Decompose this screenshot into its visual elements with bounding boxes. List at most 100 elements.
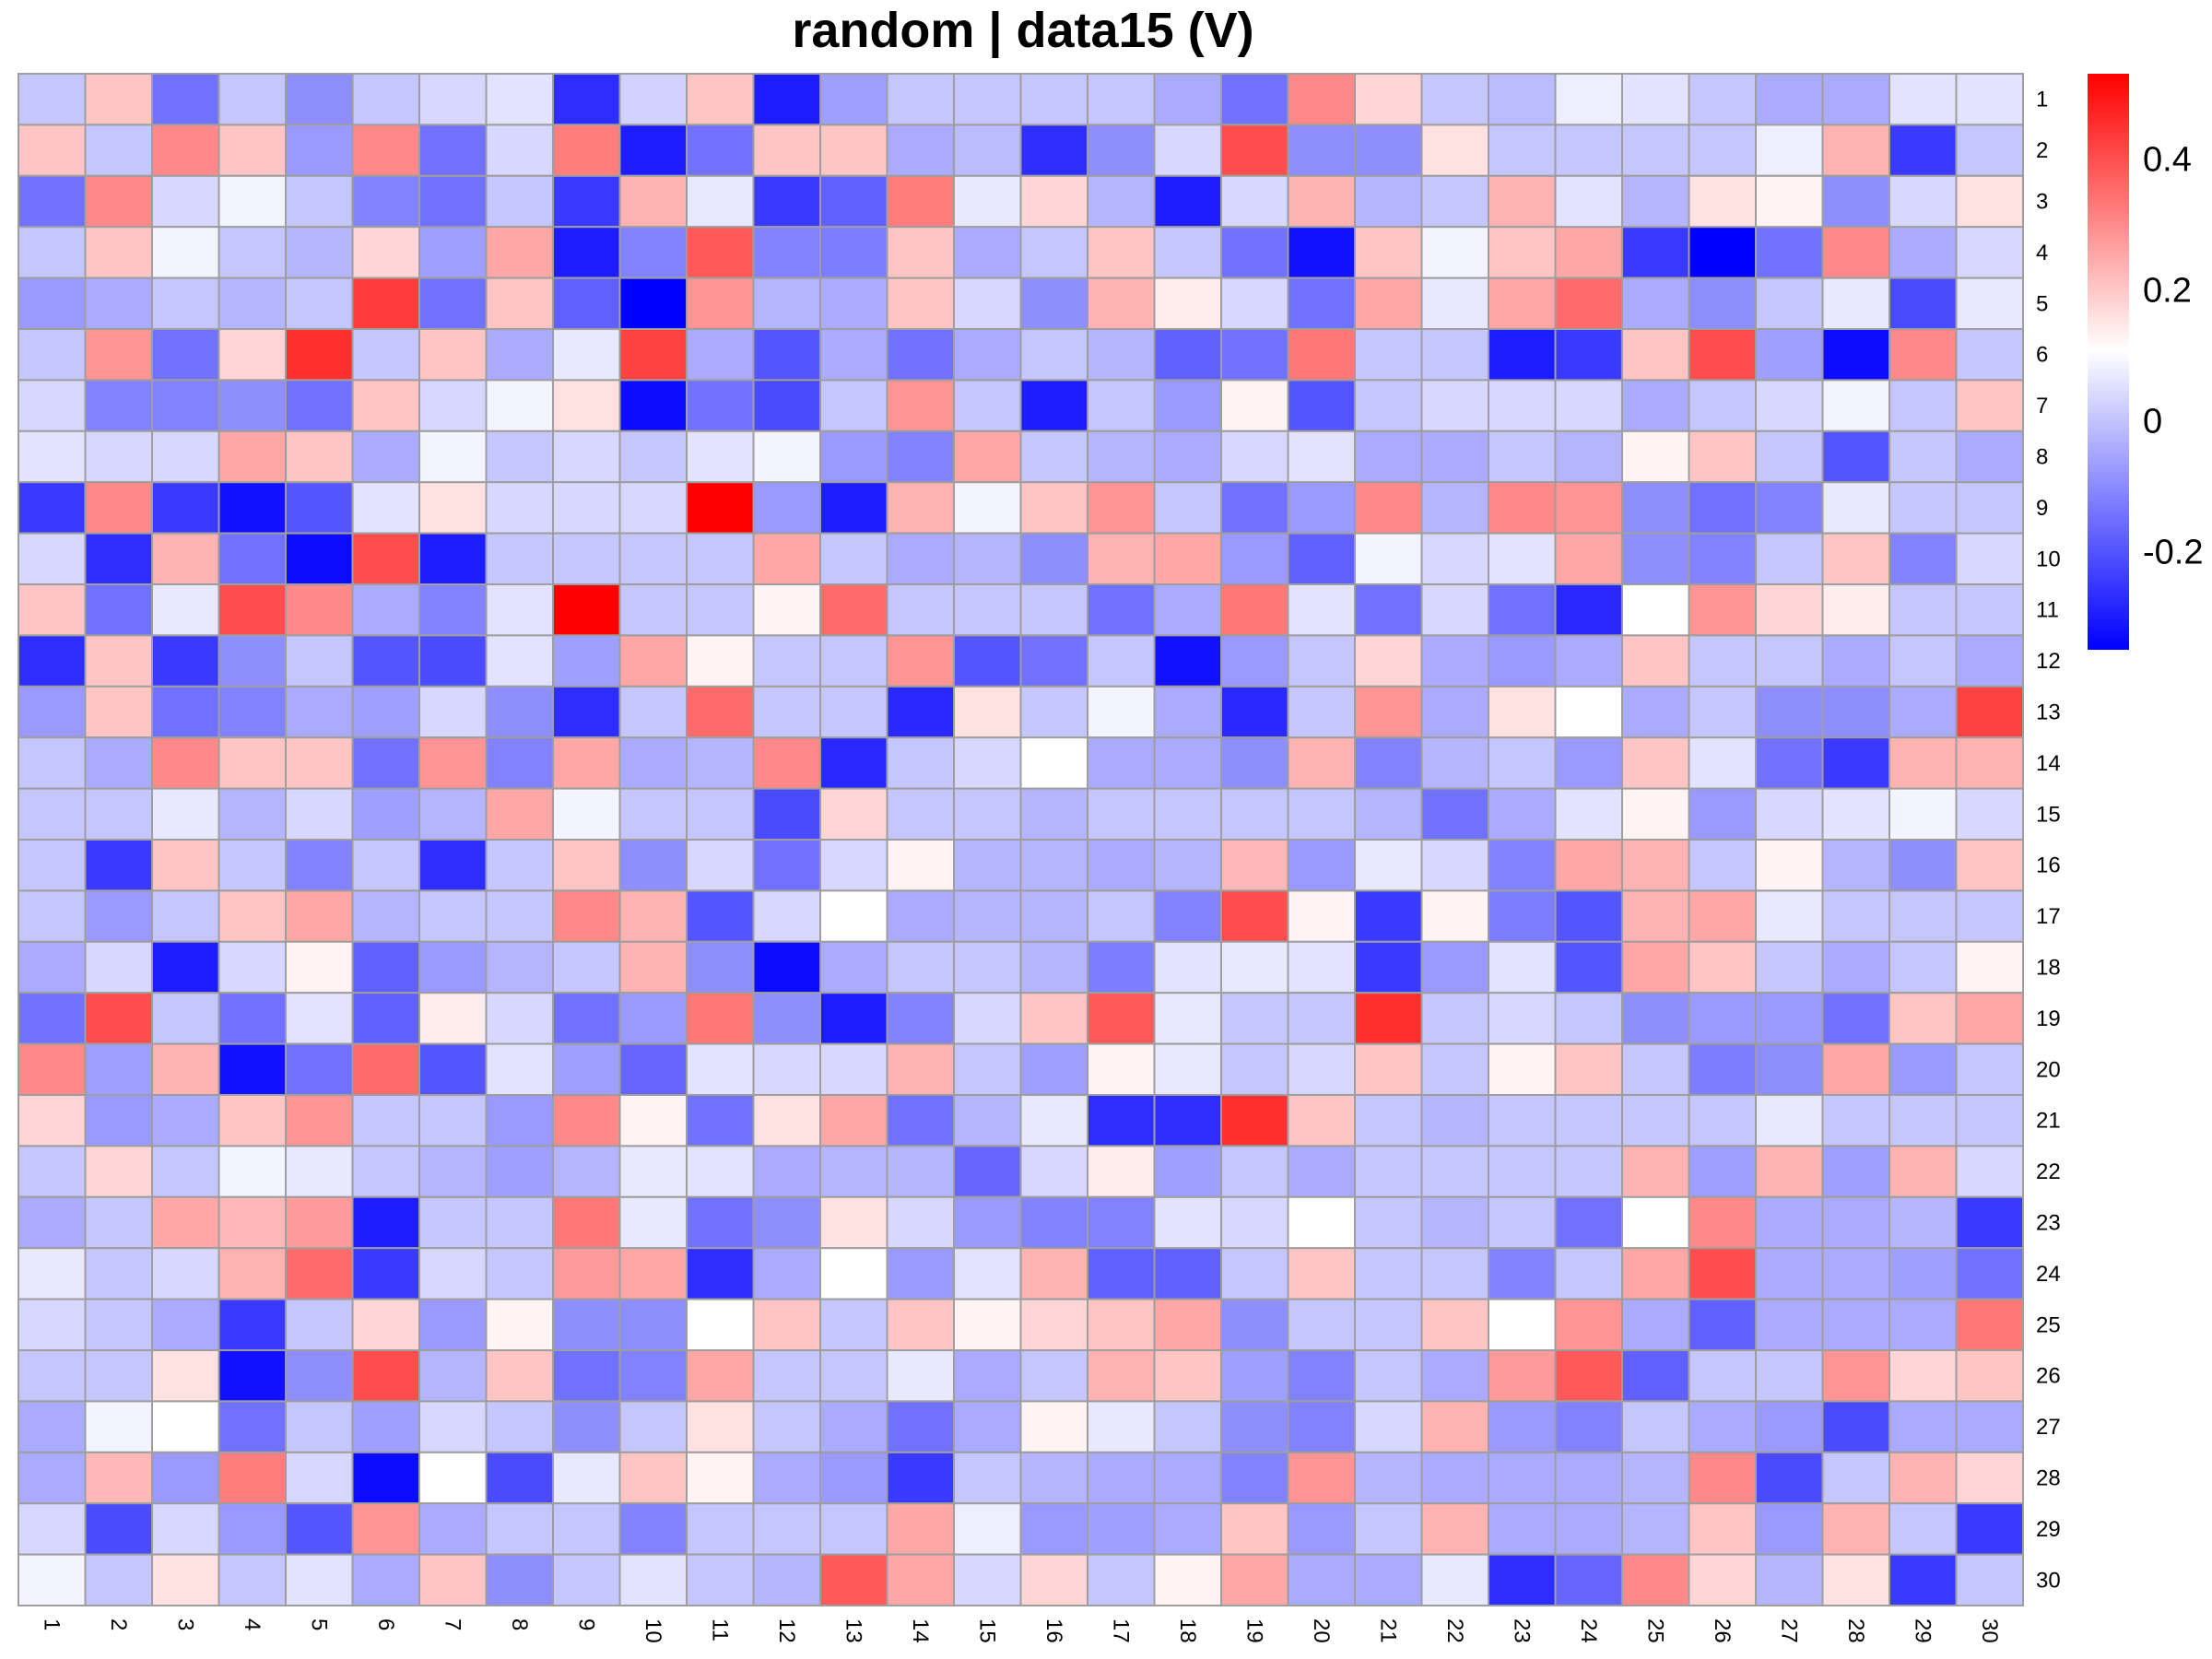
heatmap-cell: [1019, 429, 1088, 484]
heatmap-cell: [1087, 685, 1156, 739]
heatmap-cell: [485, 940, 554, 994]
heatmap-cell: [18, 429, 87, 484]
heatmap-cell: [552, 1451, 621, 1505]
heatmap-cell: [953, 1195, 1022, 1250]
heatmap-cell: [1955, 1094, 2024, 1147]
heatmap-cell: [752, 940, 821, 994]
heatmap-cell: [618, 174, 688, 229]
heatmap-cell: [1688, 583, 1757, 637]
row-label: 30: [2036, 1568, 2061, 1593]
heatmap-cell: [218, 787, 287, 841]
heatmap-cell: [1354, 1553, 1423, 1606]
heatmap-cell: [1688, 429, 1757, 484]
heatmap-cell: [1019, 1349, 1088, 1403]
heatmap-cell: [1019, 940, 1088, 994]
heatmap-cell: [1354, 124, 1423, 177]
heatmap-cell: [18, 276, 87, 331]
heatmap-cell: [84, 1247, 153, 1300]
heatmap-cell: [1888, 481, 1958, 535]
heatmap-cell: [752, 1298, 821, 1351]
heatmap-cell: [1821, 1553, 1890, 1606]
row-label: 14: [2036, 751, 2061, 776]
heatmap-cell: [1420, 1298, 1489, 1351]
row-label: 23: [2036, 1211, 2061, 1236]
heatmap-cell: [1153, 634, 1222, 688]
heatmap-cell: [819, 634, 888, 688]
heatmap-cell: [752, 889, 821, 943]
heatmap-cell: [1087, 736, 1156, 790]
heatmap-cell: [953, 1553, 1022, 1606]
heatmap-cell: [1019, 379, 1088, 432]
col-label: 9: [573, 1618, 598, 1630]
heatmap-cell: [1488, 634, 1557, 688]
heatmap-cell: [1621, 1298, 1690, 1351]
row-labels: 1234567891011121314151617181920212223242…: [2036, 88, 2061, 1594]
heatmap-cell: [218, 379, 287, 432]
heatmap-cell: [1354, 1298, 1423, 1351]
heatmap-cell: [618, 736, 688, 790]
heatmap-cell: [1755, 1195, 1824, 1250]
heatmap-cell: [418, 787, 488, 841]
heatmap-cell: [686, 1145, 755, 1198]
heatmap-cell: [752, 1145, 821, 1198]
heatmap-cell: [285, 532, 354, 585]
heatmap-cell: [819, 1195, 888, 1250]
heatmap-cell: [886, 1298, 955, 1351]
heatmap-cell: [1488, 685, 1557, 739]
heatmap-cell: [1688, 328, 1757, 382]
heatmap-cell: [686, 328, 755, 382]
heatmap-cell: [418, 940, 488, 994]
heatmap-cell: [485, 124, 554, 177]
heatmap-cell: [686, 1247, 755, 1300]
heatmap-cell: [1821, 736, 1890, 790]
heatmap-cell: [1488, 481, 1557, 535]
heatmap-cell: [485, 328, 554, 382]
heatmap-cell: [1153, 1451, 1222, 1505]
heatmap-cell: [351, 328, 420, 382]
heatmap-cell: [1488, 1553, 1557, 1606]
heatmap-cell: [1220, 1195, 1289, 1250]
heatmap-cell: [1354, 1349, 1423, 1403]
heatmap-cell: [1287, 328, 1356, 382]
heatmap-cell: [552, 889, 621, 943]
heatmap-cell: [1420, 1094, 1489, 1147]
col-label: 12: [774, 1618, 799, 1643]
heatmap-cell: [819, 532, 888, 585]
heatmap-cell: [752, 1400, 821, 1453]
heatmap-cell: [953, 736, 1022, 790]
heatmap-cell: [1755, 889, 1824, 943]
heatmap-cell: [1420, 839, 1489, 892]
heatmap-cell: [1019, 1298, 1088, 1351]
heatmap-cell: [886, 1502, 955, 1556]
heatmap-cell: [1888, 379, 1958, 432]
heatmap-cell: [151, 481, 220, 535]
heatmap-cell: [18, 73, 87, 126]
heatmap-cell: [285, 379, 354, 432]
heatmap-cell: [953, 532, 1022, 585]
heatmap-cell: [686, 1400, 755, 1453]
heatmap-cell: [819, 583, 888, 637]
heatmap-cell: [1420, 379, 1489, 432]
heatmap-cell: [552, 736, 621, 790]
heatmap-cell: [84, 124, 153, 177]
row-label: 16: [2036, 853, 2061, 878]
heatmap-cell: [285, 1247, 354, 1300]
heatmap-cell: [886, 1094, 955, 1147]
heatmap-cell: [819, 481, 888, 535]
heatmap-cell: [686, 124, 755, 177]
heatmap-cell: [1554, 226, 1623, 279]
heatmap-cell: [1488, 124, 1557, 177]
heatmap-cell: [285, 685, 354, 739]
col-label: 8: [507, 1618, 532, 1630]
heatmap-cell: [84, 276, 153, 331]
heatmap-cell: [1621, 839, 1690, 892]
heatmap-cell: [1821, 124, 1890, 177]
heatmap-cell: [1955, 532, 2024, 585]
heatmap-cell: [1488, 1094, 1557, 1147]
heatmap-cell: [485, 1451, 554, 1505]
heatmap-cell: [1220, 379, 1289, 432]
heatmap-cell: [151, 787, 220, 841]
heatmap-cell: [285, 940, 354, 994]
heatmap-cell: [1554, 481, 1623, 535]
heatmap-cell: [752, 226, 821, 279]
